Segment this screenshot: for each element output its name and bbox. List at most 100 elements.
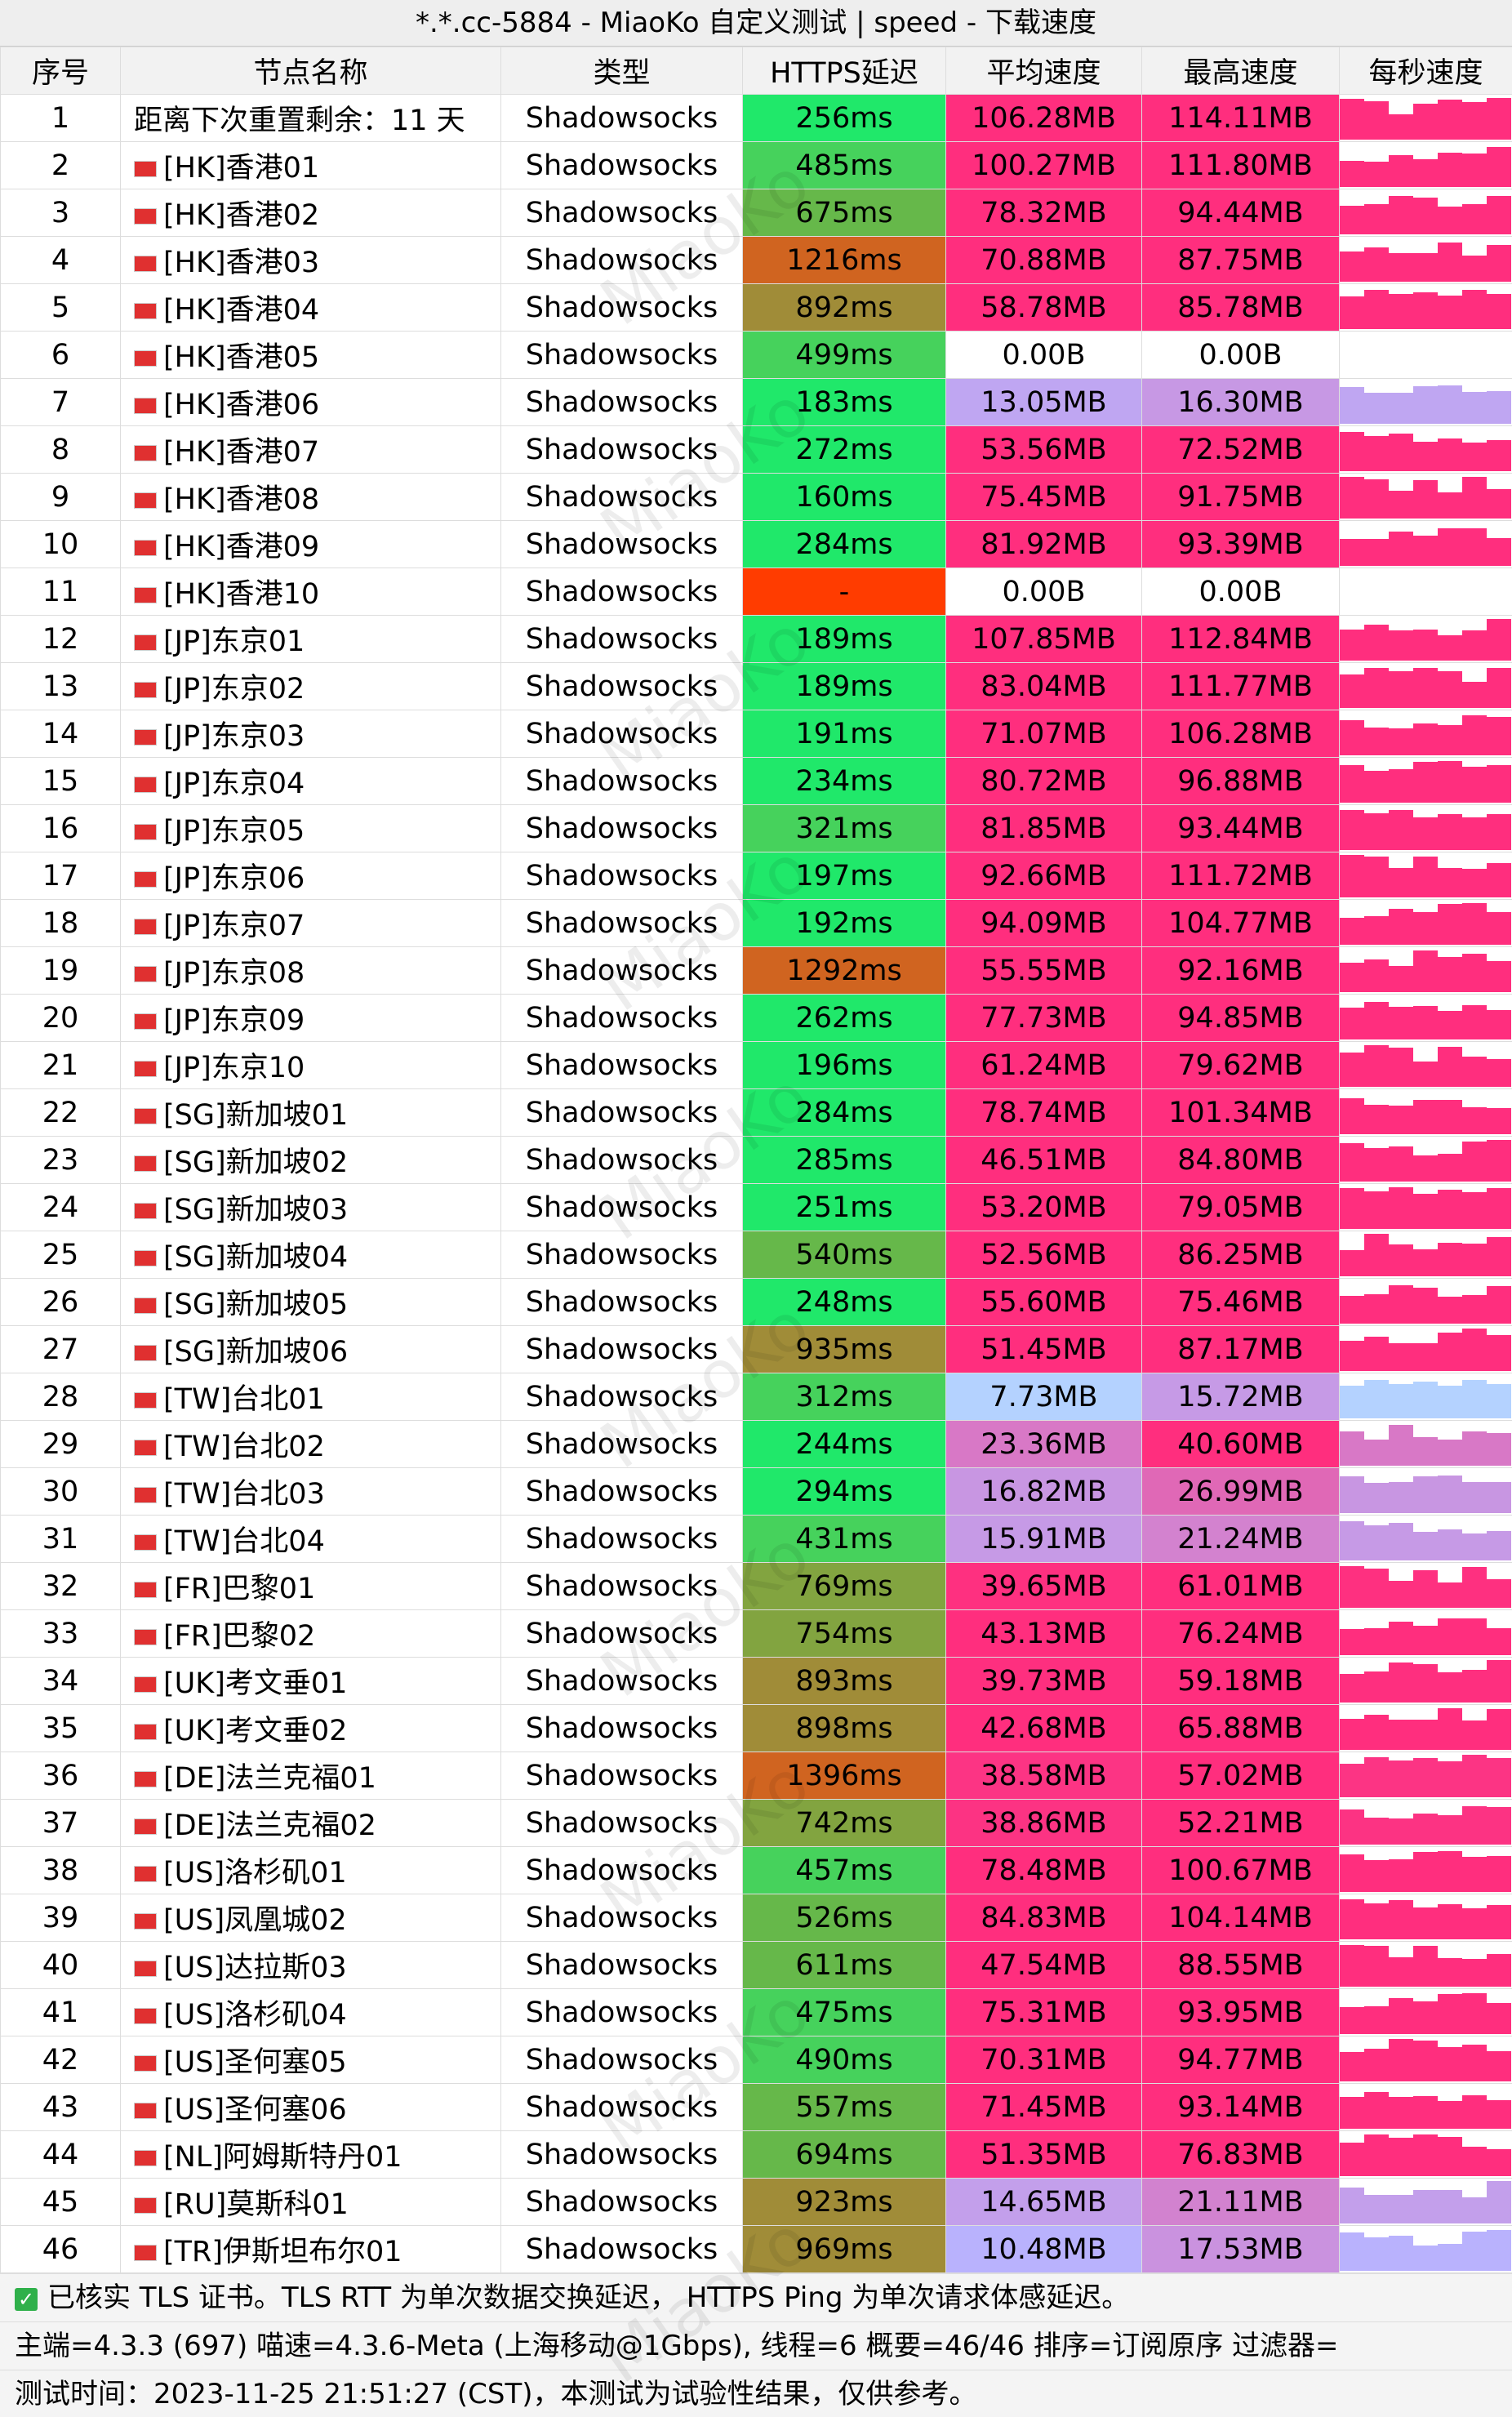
node-name: [JP]东京02 <box>163 673 305 706</box>
per-second-cell <box>1339 283 1512 332</box>
node-name: [HK]香港02 <box>163 199 320 232</box>
per-second-cell <box>1339 1515 1512 1563</box>
node-name: [SG]新加坡05 <box>163 1289 349 1321</box>
speed-bar <box>1462 1533 1487 1560</box>
table-row: 21 [JP]东京10 Shadowsocks 196ms 61.24MB 79.62MB <box>0 1041 1512 1089</box>
flag-icon <box>134 1013 157 1030</box>
speed-bar <box>1413 1626 1438 1655</box>
speed-bar <box>1340 1719 1364 1750</box>
table-row: 7 [HK]香港06 Shadowsocks 183ms 13.05MB 16.30MB <box>0 378 1512 426</box>
per-second-cell <box>1339 1894 1512 1942</box>
speed-bar <box>1340 1431 1364 1466</box>
index-cell: 36 <box>0 1752 121 1800</box>
latency-cell: 1292ms <box>742 946 946 995</box>
table-row: 14 [JP]东京03 Shadowsocks 191ms 71.07MB 106.28M… <box>0 710 1512 758</box>
node-name: [HK]香港05 <box>163 341 320 374</box>
node-name: [UK]考文垂01 <box>163 1667 348 1700</box>
flag-icon <box>134 824 157 840</box>
speed-bar <box>1389 2195 1413 2223</box>
max-speed-cell: 79.05MB <box>1141 1183 1340 1231</box>
per-second-cell <box>1339 425 1512 474</box>
speed-bar <box>1413 2190 1438 2223</box>
speed-bar <box>1389 728 1413 755</box>
speed-bar <box>1364 771 1389 803</box>
per-second-cell <box>1339 899 1512 947</box>
avg-speed-cell: 53.56MB <box>945 425 1142 474</box>
flag-icon <box>134 1061 157 1077</box>
table-row: 30 [TW]台北03 Shadowsocks 294ms 16.82MB 26.99MB <box>0 1467 1512 1516</box>
speed-bar <box>1364 2195 1389 2223</box>
speed-bar <box>1438 1476 1462 1513</box>
node-name: [SG]新加坡06 <box>163 1336 349 1369</box>
latency-cell: 769ms <box>742 1562 946 1610</box>
speed-bar <box>1389 1007 1413 1039</box>
speed-bar <box>1438 1386 1462 1418</box>
speed-bar <box>1364 1337 1389 1371</box>
avg-speed-cell: 43.13MB <box>945 1609 1142 1658</box>
speed-bar <box>1462 1005 1487 1039</box>
speed-bar <box>1462 630 1487 661</box>
speed-bar <box>1340 2143 1364 2176</box>
speed-bar <box>1413 480 1438 519</box>
per-second-cell <box>1339 2083 1512 2131</box>
speed-bar <box>1340 206 1364 234</box>
avg-speed-cell: 39.65MB <box>945 1562 1142 1610</box>
speed-bar <box>1413 912 1438 945</box>
node-name: [JP]东京05 <box>163 815 305 848</box>
speed-bar <box>1462 817 1487 850</box>
speed-bar <box>1462 1380 1487 1418</box>
speed-bar <box>1389 1106 1413 1134</box>
index-cell: 31 <box>0 1515 121 1563</box>
speed-bar <box>1487 863 1511 897</box>
per-second-cell <box>1339 1799 1512 1847</box>
type-cell: Shadowsocks <box>500 1231 743 1279</box>
speed-bar <box>1413 1194 1438 1229</box>
table: 序号 节点名称 类型 HTTPS延迟 平均速度 最高速度 每秒速度 1 距离下次重置剩余：11… <box>0 47 1512 2273</box>
flag-icon <box>134 1866 157 1882</box>
latency-cell: 251ms <box>742 1183 946 1231</box>
speed-bar <box>1364 2237 1389 2271</box>
speed-bar <box>1340 1945 1364 1987</box>
per-second-cell <box>1339 710 1512 758</box>
max-speed-cell: 87.17MB <box>1141 1325 1340 1373</box>
speed-bar <box>1462 2197 1487 2223</box>
type-cell: Shadowsocks <box>500 2083 743 2131</box>
type-cell: Shadowsocks <box>500 2130 743 2179</box>
max-speed-cell: 15.72MB <box>1141 1373 1340 1421</box>
speed-bar <box>1462 1755 1487 1797</box>
index-cell: 5 <box>0 283 121 332</box>
avg-speed-cell: 38.86MB <box>945 1799 1142 1847</box>
max-speed-cell: 94.77MB <box>1141 2036 1340 2084</box>
speed-bar <box>1413 762 1438 803</box>
speed-bar <box>1389 1146 1413 1182</box>
latency-cell: 312ms <box>742 1373 946 1421</box>
node-name: 距离下次重置剩余：11 天 <box>134 105 465 137</box>
latency-cell: 540ms <box>742 1231 946 1279</box>
latency-cell: 160ms <box>742 473 946 521</box>
speed-bar <box>1462 1618 1487 1655</box>
avg-speed-cell: 15.91MB <box>945 1515 1142 1563</box>
latency-cell: 191ms <box>742 710 946 758</box>
index-cell: 25 <box>0 1231 121 1279</box>
flag-icon <box>134 2150 157 2166</box>
speed-bar <box>1340 1521 1364 1560</box>
type-cell: Shadowsocks <box>500 1136 743 1184</box>
speed-bar <box>1364 728 1389 755</box>
max-speed-cell: 101.34MB <box>1141 1088 1340 1137</box>
type-cell: Shadowsocks <box>500 568 743 616</box>
max-speed-cell: 93.14MB <box>1141 2083 1340 2131</box>
flag-icon <box>134 161 157 177</box>
speed-bar <box>1438 385 1462 424</box>
avg-speed-cell: 61.24MB <box>945 1041 1142 1089</box>
speed-bar <box>1364 1234 1389 1276</box>
flag-icon <box>134 1345 157 1361</box>
header-cell: 节点名称 <box>120 47 501 95</box>
speed-bar <box>1364 1671 1389 1703</box>
speed-bar <box>1487 1010 1511 1039</box>
node-name: [SG]新加坡01 <box>163 1099 349 1132</box>
avg-speed-cell: 100.27MB <box>945 141 1142 189</box>
table-row: 33 [FR]巴黎02 Shadowsocks 754ms 43.13MB 76.24MB <box>0 1609 1512 1658</box>
name-cell: [UK]考文垂01 <box>120 1657 501 1705</box>
flag-icon <box>134 2245 157 2261</box>
speed-bar <box>1487 440 1511 471</box>
